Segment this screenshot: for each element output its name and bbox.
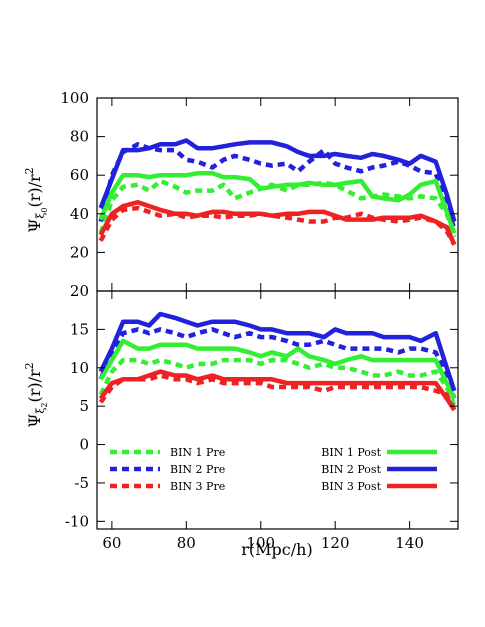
legend-label-bin-3-pre: BIN 3 Pre [170, 480, 225, 493]
quadrupole-y-tick-label: 10 [70, 359, 89, 377]
quadrupole-x-tick-label: 140 [395, 534, 424, 552]
panel-quadrupole: -10 -5 0 5 10 15 20 60 80 100 120 140 Ψξ2(r)/r2 r(… [23, 282, 459, 559]
monopole-y-ticks: 20 40 60 80 100 [60, 89, 458, 261]
monopole-y-tick-label: 60 [70, 166, 89, 184]
quadrupole-y-tick-label: 15 [70, 320, 89, 338]
monopole-series-bin-1-pre [98, 178, 457, 238]
panel-monopole: 20 40 60 80 100 Ψξ0(r)/r2 [23, 89, 459, 292]
monopole-series-bin-3-post [98, 199, 457, 246]
quadrupole-axes-frame [96, 290, 459, 530]
quadrupole-series-group [98, 311, 457, 412]
quadrupole-x-ticks: 60 80 100 120 140 [102, 291, 424, 552]
quadrupole-y-tick-label: -5 [74, 474, 89, 492]
monopole-y-axis-label: Ψξ0(r)/r2 [23, 167, 49, 232]
quadrupole-x-tick-label: 80 [177, 534, 196, 552]
legend-label-bin-2-post: BIN 2 Post [321, 463, 381, 476]
quadrupole-series-bin-1-pre [98, 357, 457, 408]
quadrupole-y-tick-label: -10 [65, 512, 89, 530]
monopole-series-bin-1-post [98, 171, 457, 234]
legend-label-bin-3-post: BIN 3 Post [321, 480, 381, 493]
quadrupole-y-axis-label: Ψξ2(r)/r2 [23, 362, 49, 427]
quadrupole-series-bin-2-post [98, 311, 457, 392]
quadrupole-series-bin-3-pre [98, 373, 457, 411]
monopole-series-bin-2-pre [98, 142, 457, 230]
legend-label-bin-1-post: BIN 1 Post [321, 446, 381, 459]
legend-label-bin-2-pre: BIN 2 Pre [170, 463, 225, 476]
quadrupole-series-bin-2-pre [98, 327, 457, 400]
quadrupole-series-bin-3-post [98, 369, 457, 412]
quadrupole-series-bin-1-post [98, 338, 457, 400]
monopole-y-tick-label: 40 [70, 205, 89, 223]
quadrupole-y-tick-label: 5 [79, 397, 89, 415]
quadrupole-y-tick-label: 20 [70, 282, 89, 300]
monopole-y-tick-label: 80 [70, 128, 89, 146]
x-axis-label: r(Mpc/h) [241, 540, 312, 559]
monopole-y-tick-label: 20 [70, 243, 89, 261]
monopole-series-group [98, 138, 457, 246]
monopole-y-tick-label: 100 [60, 89, 89, 107]
legend-label-bin-1-pre: BIN 1 Pre [170, 446, 225, 459]
legend: BIN 1 Pre BIN 2 Pre BIN 3 Pre BIN 1 Post BIN… [110, 446, 437, 493]
monopole-axes-frame [96, 97, 459, 292]
quadrupole-x-tick-label: 60 [102, 534, 121, 552]
quadrupole-x-tick-label: 120 [321, 534, 350, 552]
monopole-series-bin-2-post [98, 138, 457, 223]
quadrupole-y-ticks: -10 -5 0 5 10 15 20 [65, 282, 458, 530]
monopole-x-ticks [111, 98, 411, 291]
quadrupole-x-tick-label: 100 [246, 534, 275, 552]
quadrupole-y-tick-label: 0 [79, 436, 89, 454]
